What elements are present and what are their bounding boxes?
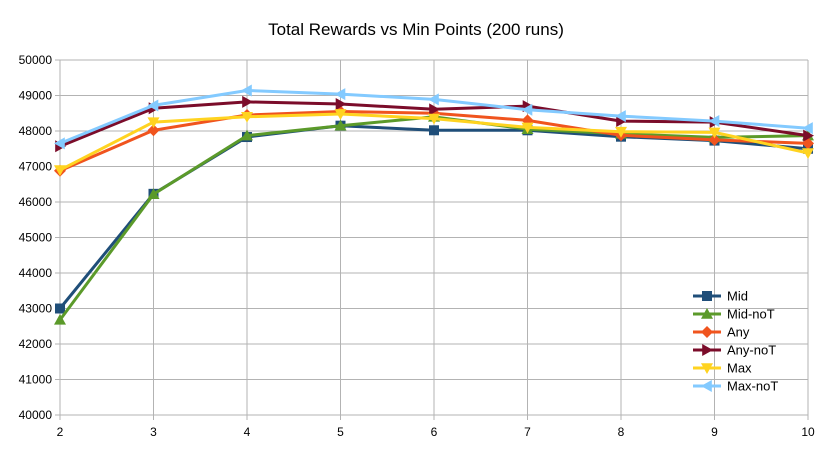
data-point-max (615, 126, 627, 138)
data-point-max (334, 109, 347, 120)
data-point-max-not (708, 115, 720, 128)
data-point-max (521, 122, 534, 134)
data-point-mid-not (147, 188, 160, 199)
data-point-max (147, 117, 160, 129)
legend-marker (701, 363, 713, 374)
series-max (54, 109, 814, 177)
data-point-max-not (521, 103, 533, 116)
legend-marker (701, 380, 712, 392)
y-tick-label: 48000 (19, 124, 53, 138)
legend-marker (701, 326, 713, 338)
y-tick-label: 43000 (19, 302, 53, 316)
x-tick-label: 4 (244, 425, 251, 439)
legend-marker (702, 291, 712, 301)
legend-entry-mid-not: Mid-noT (693, 307, 775, 322)
data-point-mid-not (334, 119, 347, 131)
x-tick-label: 2 (57, 425, 64, 439)
data-point-any (708, 133, 721, 146)
data-point-mid-not (54, 313, 66, 325)
y-tick-label: 46000 (19, 195, 53, 209)
legend: Mid Mid-noT Any Any-noT Max Max-noT (693, 289, 778, 394)
legend-entry-any-not: Any-noT (693, 343, 776, 358)
x-tick-label: 8 (618, 425, 625, 439)
data-point-mid-not (241, 129, 253, 141)
data-point-max-not (334, 88, 346, 101)
data-point-max-not (241, 84, 252, 97)
data-point-max-not (147, 99, 159, 112)
y-tick-label: 47000 (19, 160, 53, 174)
data-point-max (708, 127, 721, 139)
data-point-max-not (802, 122, 813, 135)
data-point-any-not (335, 98, 347, 111)
y-axis-tick-labels: 40000 41000 42000 43000 44000 45000 46000 47000… (19, 53, 53, 422)
x-tick-label: 6 (431, 425, 438, 439)
series-lines (54, 84, 814, 325)
data-point-max-not (615, 110, 626, 123)
legend-marker (701, 308, 713, 319)
x-tick-label: 10 (801, 425, 815, 439)
legend-label: Max (727, 361, 752, 376)
x-tick-label: 7 (524, 425, 531, 439)
data-point-max (54, 165, 66, 177)
axes (55, 59, 809, 420)
series-max-not (54, 84, 813, 150)
y-tick-label: 45000 (19, 231, 53, 245)
legend-entry-max-not: Max-noT (693, 379, 778, 394)
legend-label: Max-noT (727, 379, 778, 394)
x-axis-tick-labels: 2 3 4 5 6 7 8 9 10 (57, 425, 815, 439)
data-point-max-not (54, 137, 65, 150)
x-tick-label: 5 (337, 425, 344, 439)
data-point-max (802, 148, 814, 160)
y-tick-label: 40000 (19, 408, 53, 422)
data-point-any-not (803, 129, 814, 142)
legend-label: Mid-noT (727, 307, 775, 322)
legend-label: Any-noT (727, 343, 776, 358)
data-point-any (147, 124, 160, 137)
legend-marker (702, 344, 713, 356)
legend-label: Any (727, 325, 750, 340)
legend-entry-mid: Mid (693, 289, 748, 304)
data-point-max-not (428, 93, 439, 106)
data-point-mid (429, 125, 439, 136)
legend-entry-max: Max (693, 361, 752, 376)
y-tick-label: 41000 (19, 373, 53, 387)
y-tick-label: 42000 (19, 337, 53, 351)
data-point-any-not (429, 103, 440, 116)
chart-title: Total Rewards vs Min Points (200 runs) (268, 20, 564, 39)
legend-label: Mid (727, 289, 748, 304)
x-tick-label: 3 (150, 425, 157, 439)
data-point-max (241, 112, 253, 123)
data-point-max (428, 113, 440, 125)
legend-entry-any: Any (693, 325, 750, 340)
y-tick-label: 50000 (19, 53, 53, 67)
data-point-mid (55, 303, 65, 314)
data-point-any-not (242, 95, 253, 108)
y-tick-label: 44000 (19, 266, 53, 280)
x-tick-label: 9 (711, 425, 718, 439)
y-tick-label: 49000 (19, 89, 53, 103)
